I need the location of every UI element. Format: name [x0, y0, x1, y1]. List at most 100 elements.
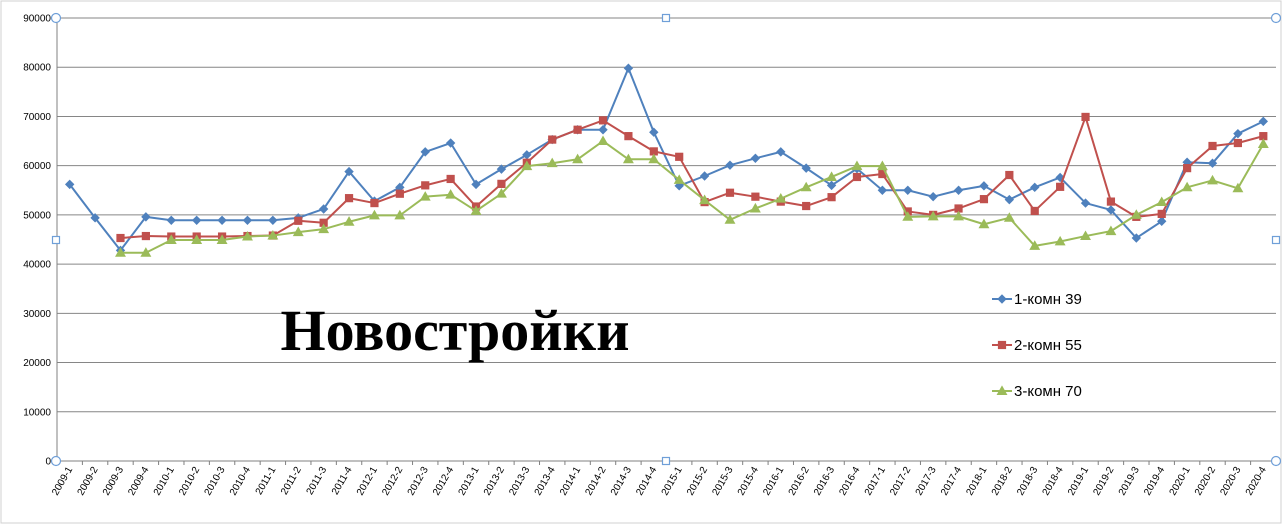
data-point	[978, 218, 990, 229]
data-point	[775, 193, 787, 203]
series-3	[115, 135, 1269, 257]
data-point	[851, 160, 863, 171]
data-point	[699, 194, 711, 205]
legend-entry: 2-комн 55	[992, 337, 1082, 354]
y-tick-label: 30000	[23, 309, 51, 320]
data-point	[927, 210, 939, 221]
data-point	[496, 164, 507, 174]
data-point	[953, 210, 965, 221]
data-point	[826, 180, 837, 191]
data-point	[445, 138, 456, 148]
data-point	[1054, 235, 1066, 246]
data-point	[421, 181, 430, 190]
resize-handle-edge	[51, 235, 61, 245]
y-tick-label: 80000	[23, 63, 51, 74]
resize-handle-corner	[50, 455, 62, 467]
legend-label: 2-комн 55	[1014, 337, 1082, 354]
data-point	[800, 181, 812, 192]
data-point	[1258, 116, 1269, 127]
data-point	[420, 147, 430, 157]
data-point	[191, 234, 203, 244]
selection-handles	[50, 12, 1282, 467]
data-point	[1131, 233, 1142, 243]
data-point	[370, 198, 379, 208]
data-point	[597, 135, 609, 146]
data-point	[1080, 230, 1091, 241]
data-point	[165, 234, 177, 244]
data-point	[1156, 196, 1168, 207]
data-point	[1157, 209, 1166, 219]
data-point	[268, 215, 278, 226]
data-point	[395, 189, 404, 198]
data-point	[216, 234, 228, 244]
data-point	[419, 191, 431, 201]
data-point	[624, 132, 633, 141]
data-point	[1207, 158, 1218, 168]
data-point	[953, 185, 964, 195]
data-point	[1232, 182, 1244, 193]
data-point	[623, 63, 634, 73]
data-point	[1081, 112, 1090, 122]
y-tick-label: 0	[45, 457, 51, 468]
resize-handle-corner	[1270, 12, 1282, 24]
data-point	[1080, 198, 1091, 208]
data-point	[1106, 197, 1116, 206]
data-point	[1233, 128, 1243, 139]
data-point	[1257, 138, 1269, 148]
legend-marker	[996, 385, 1008, 395]
data-point	[802, 201, 811, 211]
data-point	[902, 211, 914, 221]
data-point	[725, 188, 735, 197]
data-point	[979, 181, 989, 191]
data-point	[801, 163, 811, 173]
data-point	[446, 174, 455, 184]
data-point	[1130, 209, 1142, 219]
data-point	[1181, 181, 1193, 192]
legend-entry: 1-комн 39	[992, 291, 1082, 308]
resize-handle-corner	[50, 12, 62, 24]
legend-label: 1-комн 39	[1014, 291, 1082, 308]
data-point	[1004, 194, 1015, 205]
data-point	[826, 171, 838, 181]
data-point	[318, 223, 330, 234]
data-point	[115, 247, 126, 257]
data-point	[1207, 174, 1218, 185]
data-point	[495, 188, 507, 198]
data-point	[344, 166, 354, 177]
legend-marker	[997, 340, 1007, 350]
data-point	[497, 179, 506, 188]
data-point	[116, 233, 125, 243]
data-point	[699, 171, 710, 181]
y-tick-label: 10000	[23, 407, 51, 418]
data-point	[572, 153, 584, 164]
data-point	[140, 247, 152, 257]
data-point	[1030, 206, 1039, 216]
data-point	[166, 215, 176, 226]
data-point	[267, 229, 279, 240]
data-point	[318, 204, 329, 214]
data-point	[1005, 170, 1014, 180]
data-point	[598, 116, 608, 125]
legend-label: 3-комн 70	[1014, 383, 1082, 400]
resize-handle-edge	[661, 456, 671, 466]
data-point	[1003, 212, 1015, 222]
data-point	[928, 191, 938, 202]
data-point	[141, 212, 151, 222]
data-point	[1056, 182, 1065, 191]
data-point	[877, 185, 888, 195]
data-point	[521, 160, 533, 171]
data-point	[979, 195, 989, 204]
data-point	[1157, 216, 1167, 226]
data-point	[217, 215, 227, 226]
y-tick-label: 20000	[23, 358, 51, 369]
data-point	[546, 157, 558, 168]
data-point	[749, 202, 761, 213]
data-point	[1208, 141, 1217, 151]
data-point	[90, 213, 100, 223]
data-point	[394, 209, 406, 220]
data-point	[573, 125, 582, 134]
y-tick-label: 90000	[23, 14, 51, 25]
